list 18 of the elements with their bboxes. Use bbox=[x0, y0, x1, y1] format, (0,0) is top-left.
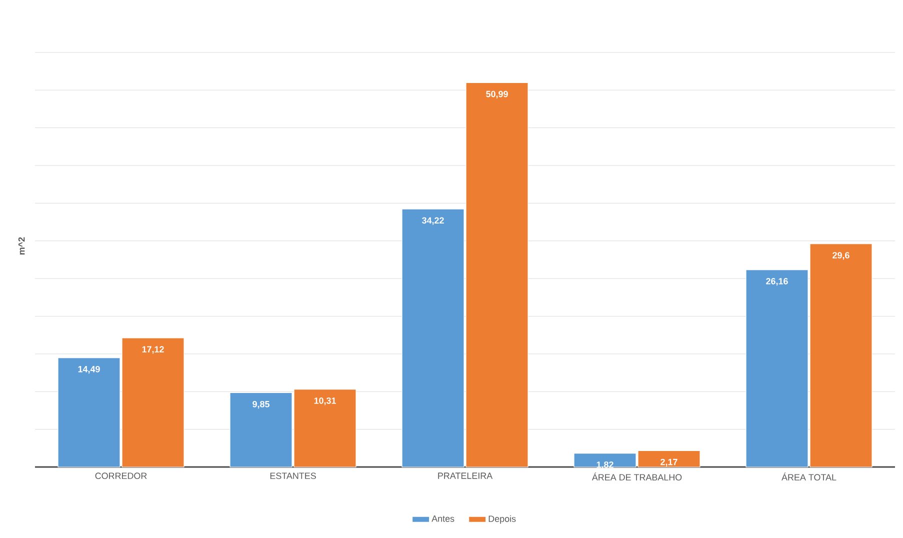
data-label: 26,16 bbox=[766, 278, 788, 286]
data-label: 50,99 bbox=[486, 90, 508, 98]
y-axis-title: m^2 bbox=[18, 237, 25, 254]
data-label: 9,85 bbox=[252, 400, 270, 409]
x-tick-label: CORREDOR bbox=[95, 472, 147, 479]
x-tick-label: ESTANTES bbox=[270, 472, 316, 479]
legend-label: Depois bbox=[488, 515, 516, 524]
x-tick-label: PRATELEIRA bbox=[438, 472, 493, 479]
data-label: 1,82 bbox=[596, 461, 614, 470]
data-label: 17,12 bbox=[142, 346, 164, 354]
x-tick-label: ÁREA DE TRABALHO bbox=[592, 472, 682, 481]
data-label: 14,49 bbox=[78, 366, 100, 374]
legend-label: Antes bbox=[432, 516, 454, 522]
data-label: 2,17 bbox=[660, 458, 678, 466]
data-label: 29,6 bbox=[832, 252, 850, 260]
data-label: 10,31 bbox=[314, 397, 336, 406]
data-label: 34,22 bbox=[422, 217, 444, 225]
x-tick-label: ÁREA TOTAL bbox=[782, 472, 836, 481]
